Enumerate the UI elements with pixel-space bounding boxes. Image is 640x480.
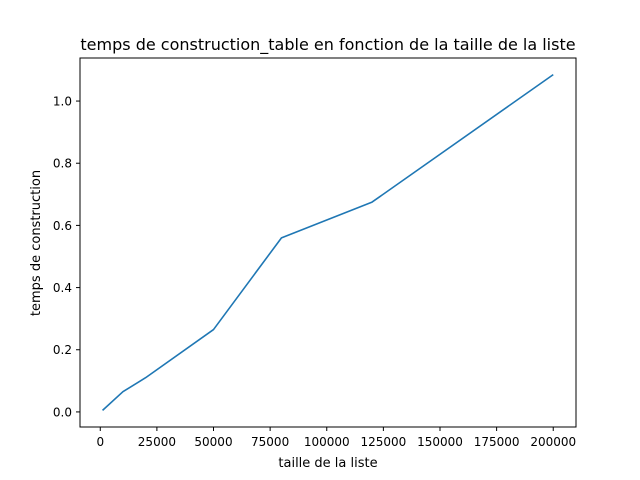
x-tick-label: 175000: [474, 435, 520, 449]
y-tick-label: 0.2: [53, 343, 72, 357]
y-tick-label: 1.0: [53, 95, 72, 109]
chart-title: temps de construction_table en fonction …: [80, 35, 575, 55]
x-tick-label: 125000: [360, 435, 406, 449]
x-tick-label: 75000: [251, 435, 289, 449]
y-tick-label: 0.0: [53, 405, 72, 419]
x-tick-label: 150000: [417, 435, 463, 449]
y-tick-label: 0.8: [53, 157, 72, 171]
y-tick-label: 0.4: [53, 281, 72, 295]
y-axis-ticks: 0.0 0.2 0.4 0.6 0.8 1.0: [53, 95, 80, 419]
axes-frame: [79, 57, 577, 428]
x-axis-label: taille de la liste: [278, 456, 377, 471]
series-line: [101, 73, 554, 411]
x-tick-label: 200000: [530, 435, 576, 449]
x-tick-label: 0: [96, 435, 104, 449]
y-tick-label: 0.6: [53, 219, 72, 233]
x-tick-label: 25000: [138, 435, 176, 449]
x-axis-ticks: 0 25000 50000 75000 100000 125000 150000 175000…: [96, 427, 576, 449]
x-tick-label: 100000: [304, 435, 350, 449]
y-axis-label: temps de construction: [29, 170, 44, 316]
x-tick-label: 50000: [194, 435, 232, 449]
plot-area: [101, 73, 554, 411]
